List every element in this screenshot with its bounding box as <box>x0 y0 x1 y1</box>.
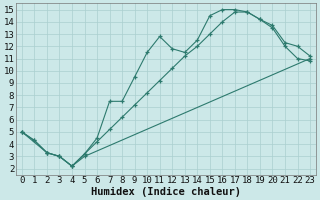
X-axis label: Humidex (Indice chaleur): Humidex (Indice chaleur) <box>91 186 241 197</box>
